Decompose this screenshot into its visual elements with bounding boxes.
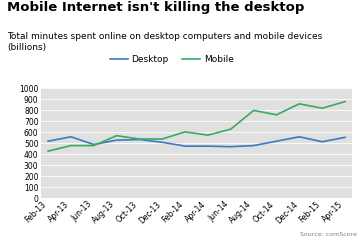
Mobile (229, 128, 233, 130)
Desktop (343, 136, 347, 139)
Mobile (297, 102, 302, 105)
Legend: Desktop, Mobile: Desktop, Mobile (106, 51, 237, 67)
Desktop (69, 135, 73, 138)
Text: Mobile Internet isn't killing the desktop: Mobile Internet isn't killing the deskto… (7, 1, 304, 14)
Desktop (92, 143, 96, 146)
Desktop (137, 138, 141, 141)
Line: Mobile: Mobile (48, 102, 345, 151)
Mobile (320, 107, 324, 110)
Mobile (183, 130, 187, 133)
Mobile (206, 134, 210, 137)
Mobile (69, 144, 73, 147)
Mobile (115, 134, 119, 137)
Mobile (274, 113, 279, 116)
Mobile (160, 138, 164, 141)
Desktop (252, 144, 256, 147)
Desktop (206, 145, 210, 148)
Text: Source: comScore: Source: comScore (300, 232, 357, 237)
Line: Desktop: Desktop (48, 137, 345, 147)
Desktop (46, 140, 50, 143)
Mobile (92, 144, 96, 147)
Desktop (183, 145, 187, 148)
Mobile (252, 109, 256, 112)
Text: Total minutes spent online on desktop computers and mobile devices
(billions): Total minutes spent online on desktop co… (7, 32, 322, 52)
Mobile (343, 100, 347, 103)
Desktop (229, 145, 233, 148)
Desktop (160, 141, 164, 144)
Desktop (115, 139, 119, 141)
Mobile (46, 150, 50, 152)
Desktop (297, 135, 302, 138)
Desktop (274, 140, 279, 143)
Mobile (137, 138, 141, 141)
Desktop (320, 140, 324, 143)
